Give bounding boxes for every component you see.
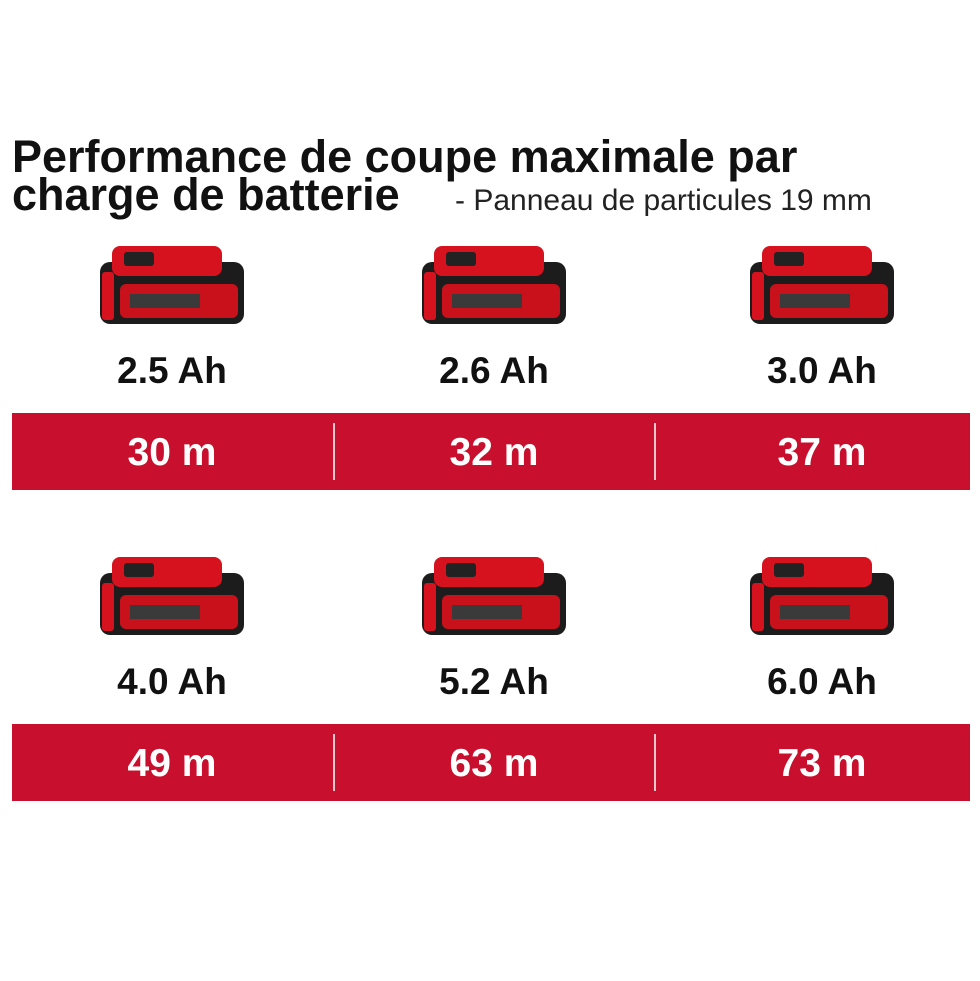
runtime-band [12, 724, 970, 801]
capacity-label: 3.0 Ah [767, 350, 877, 391]
subtitle: - Panneau de particules 19 mm [455, 184, 872, 217]
title: charge de batterie [12, 169, 400, 220]
runtime-label: 32 m [450, 431, 539, 474]
battery-image [100, 246, 244, 324]
runtime-label: 63 m [450, 742, 539, 785]
runtime-label: 37 m [778, 431, 867, 474]
runtime-label: 30 m [128, 431, 217, 474]
battery-image [750, 557, 894, 635]
runtime-band [12, 413, 970, 490]
battery-image [100, 557, 244, 635]
capacity-label: 4.0 Ah [117, 661, 227, 702]
capacity-label: 2.6 Ah [439, 350, 549, 391]
capacity-label: 2.5 Ah [117, 350, 227, 391]
battery-image [422, 246, 566, 324]
capacity-label: 5.2 Ah [439, 661, 549, 702]
runtime-label: 73 m [778, 742, 867, 785]
battery-image [750, 246, 894, 324]
runtime-label: 49 m [128, 742, 217, 785]
battery-image [422, 557, 566, 635]
capacity-label: 6.0 Ah [767, 661, 877, 702]
title: Performance de coupe maximale par [12, 131, 797, 182]
